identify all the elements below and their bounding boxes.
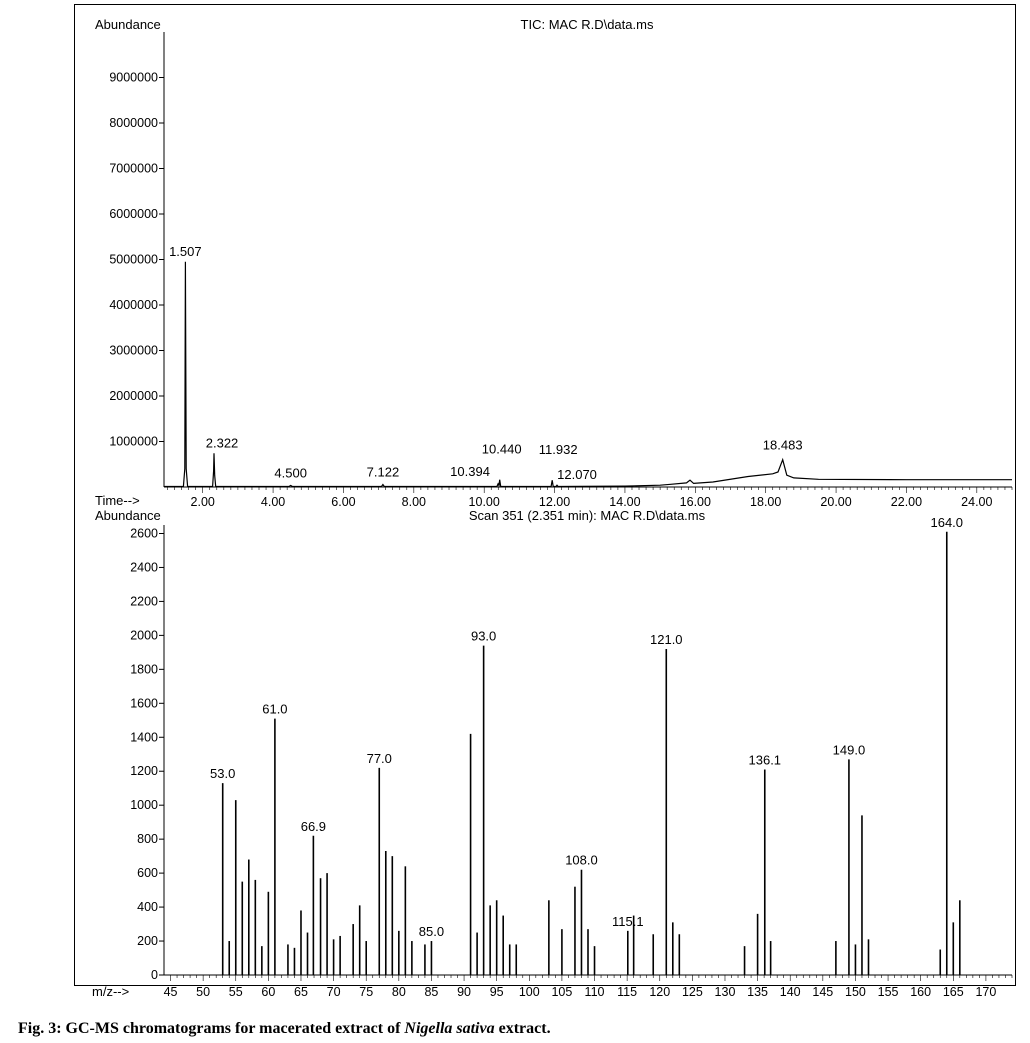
tic-x-tick-label: 18.00 bbox=[750, 495, 781, 509]
ms-peak-label: 85.0 bbox=[419, 924, 444, 939]
ms-y-tick-label: 0 bbox=[151, 968, 158, 982]
tic-x-tick-label: 2.00 bbox=[191, 495, 215, 509]
tic-peak-label: 10.440 bbox=[482, 442, 522, 457]
tic-peak-label: 4.500 bbox=[274, 465, 307, 480]
tic-y-tick-label: 7000000 bbox=[109, 162, 158, 176]
tic-xlabel: Time--> bbox=[95, 493, 140, 508]
tic-x-tick-label: 24.00 bbox=[961, 495, 992, 509]
ms-x-tick-label: 100 bbox=[519, 985, 540, 999]
ms-x-tick-label: 120 bbox=[649, 985, 670, 999]
ms-x-tick-label: 160 bbox=[910, 985, 931, 999]
ms-y-tick-label: 2600 bbox=[130, 526, 158, 540]
caption-suffix: extract. bbox=[494, 1020, 551, 1037]
tic-y-tick-label: 6000000 bbox=[109, 207, 158, 221]
ms-x-tick-label: 70 bbox=[327, 985, 341, 999]
tic-x-tick-label: 14.00 bbox=[609, 495, 640, 509]
tic-axes: 1000000 2000000 3000000 4000000 5000000 60000… bbox=[109, 32, 1013, 509]
figure-caption: Fig. 3: GC-MS chromatograms for macerate… bbox=[18, 1020, 551, 1038]
tic-y-tick-label: 8000000 bbox=[109, 116, 158, 130]
tic-x-tick-label: 6.00 bbox=[331, 495, 355, 509]
tic-x-tick-label: 20.00 bbox=[820, 495, 851, 509]
ms-y-tick-label: 2200 bbox=[130, 594, 158, 608]
ms-x-tick-label: 165 bbox=[943, 985, 964, 999]
ms-x-tick-label: 150 bbox=[845, 985, 866, 999]
ms-x-tick-label: 130 bbox=[715, 985, 736, 999]
ms-x-tick-label: 95 bbox=[490, 985, 504, 999]
ms-xlabel: m/z--> bbox=[92, 984, 129, 999]
ms-ylabel: Abundance bbox=[95, 508, 161, 523]
ms-x-tick-label: 65 bbox=[294, 985, 308, 999]
ms-title: Scan 351 (2.351 min): MAC R.D\data.ms bbox=[469, 508, 706, 523]
ms-x-tick-label: 155 bbox=[878, 985, 899, 999]
tic-series-line bbox=[164, 261, 1012, 488]
ms-y-tick-label: 2000 bbox=[130, 628, 158, 642]
tic-peak-label: 7.122 bbox=[367, 464, 400, 479]
ms-peak-label: 53.0 bbox=[210, 766, 235, 781]
ms-x-tick-label: 85 bbox=[424, 985, 438, 999]
ms-peak-label: 93.0 bbox=[471, 629, 496, 644]
ms-peak-label: 164.0 bbox=[930, 515, 963, 530]
ms-y-tick-label: 800 bbox=[137, 832, 158, 846]
tic-peak-label: 10.394 bbox=[450, 464, 490, 479]
ms-x-tick-label: 135 bbox=[747, 985, 768, 999]
tic-peak-label: 1.507 bbox=[169, 244, 202, 259]
tic-y-tick-label: 2000000 bbox=[109, 389, 158, 403]
tic-y-tick-label: 5000000 bbox=[109, 253, 158, 267]
ms-x-tick-label: 80 bbox=[392, 985, 406, 999]
figure-frame bbox=[74, 4, 1016, 986]
tic-peak-label: 11.932 bbox=[539, 442, 578, 457]
ms-x-tick-label: 145 bbox=[812, 985, 833, 999]
tic-ylabel: Abundance bbox=[95, 17, 161, 32]
tic-x-tick-label: 8.00 bbox=[402, 495, 426, 509]
ms-x-tick-label: 90 bbox=[457, 985, 471, 999]
caption-species: Nigella sativa bbox=[404, 1020, 495, 1037]
ms-y-tick-label: 1800 bbox=[130, 662, 158, 676]
ms-y-tick-label: 1400 bbox=[130, 730, 158, 744]
ms-peak-label: 108.0 bbox=[565, 853, 598, 868]
ms-peak-label: 136.1 bbox=[749, 753, 782, 768]
ms-y-tick-label: 600 bbox=[137, 866, 158, 880]
ms-peak-label: 77.0 bbox=[367, 751, 392, 766]
tic-x-tick-label: 22.00 bbox=[891, 495, 922, 509]
ms-peak-label: 61.0 bbox=[262, 702, 287, 717]
tic-x-tick-label: 16.00 bbox=[680, 495, 711, 509]
ms-peak-label: 115.1 bbox=[612, 914, 644, 929]
ms-y-tick-label: 400 bbox=[137, 900, 158, 914]
tic-x-tick-label: 4.00 bbox=[261, 495, 285, 509]
ms-plot: 53.0 61.0 66.9 77.0 85.0 93.0 108.0 115.1 121.0 1… bbox=[210, 515, 963, 975]
ms-x-tick-label: 110 bbox=[585, 985, 605, 999]
ms-x-tick-label: 140 bbox=[780, 985, 801, 999]
ms-peak-label: 66.9 bbox=[301, 819, 326, 834]
ms-y-tick-label: 200 bbox=[137, 934, 158, 948]
tic-y-tick-label: 9000000 bbox=[109, 71, 158, 85]
tic-peak-label: 2.322 bbox=[206, 435, 239, 450]
caption-prefix: Fig. 3: GC-MS chromatograms for macerate… bbox=[18, 1020, 405, 1037]
ms-x-tick-label: 75 bbox=[359, 985, 373, 999]
ms-y-tick-label: 1000 bbox=[130, 798, 158, 812]
ms-x-tick-label: 170 bbox=[975, 985, 996, 999]
ms-peak-label: 121.0 bbox=[650, 632, 683, 647]
tic-x-tick-label: 10.00 bbox=[469, 495, 500, 509]
tic-plot: 1.507 2.322 4.500 7.122 10.394 10.440 11.932 12… bbox=[164, 244, 1012, 488]
ms-x-tick-label: 125 bbox=[682, 985, 703, 999]
tic-y-tick-label: 1000000 bbox=[109, 435, 158, 449]
tic-peak-label: 12.070 bbox=[557, 467, 597, 482]
tic-peak-label: 18.483 bbox=[763, 438, 803, 453]
ms-x-tick-label: 115 bbox=[617, 985, 637, 999]
ms-y-tick-label: 1600 bbox=[130, 696, 158, 710]
ms-x-tick-label: 45 bbox=[164, 985, 178, 999]
ms-x-tick-label: 60 bbox=[261, 985, 275, 999]
ms-axes: 0 200 400 600 800 1000 1200 1400 1600 1800 2000 220… bbox=[130, 525, 1013, 999]
tic-title: TIC: MAC R.D\data.ms bbox=[521, 17, 654, 32]
ms-x-tick-label: 105 bbox=[551, 985, 572, 999]
ms-y-tick-label: 1200 bbox=[130, 764, 158, 778]
tic-y-tick-label: 4000000 bbox=[109, 298, 158, 312]
ms-y-tick-label: 2400 bbox=[130, 560, 158, 574]
tic-x-tick-label: 12.00 bbox=[539, 495, 570, 509]
ms-peak-label: 149.0 bbox=[833, 742, 866, 757]
ms-x-tick-label: 50 bbox=[196, 985, 210, 999]
ms-x-tick-label: 55 bbox=[229, 985, 243, 999]
tic-y-tick-label: 3000000 bbox=[109, 344, 158, 358]
